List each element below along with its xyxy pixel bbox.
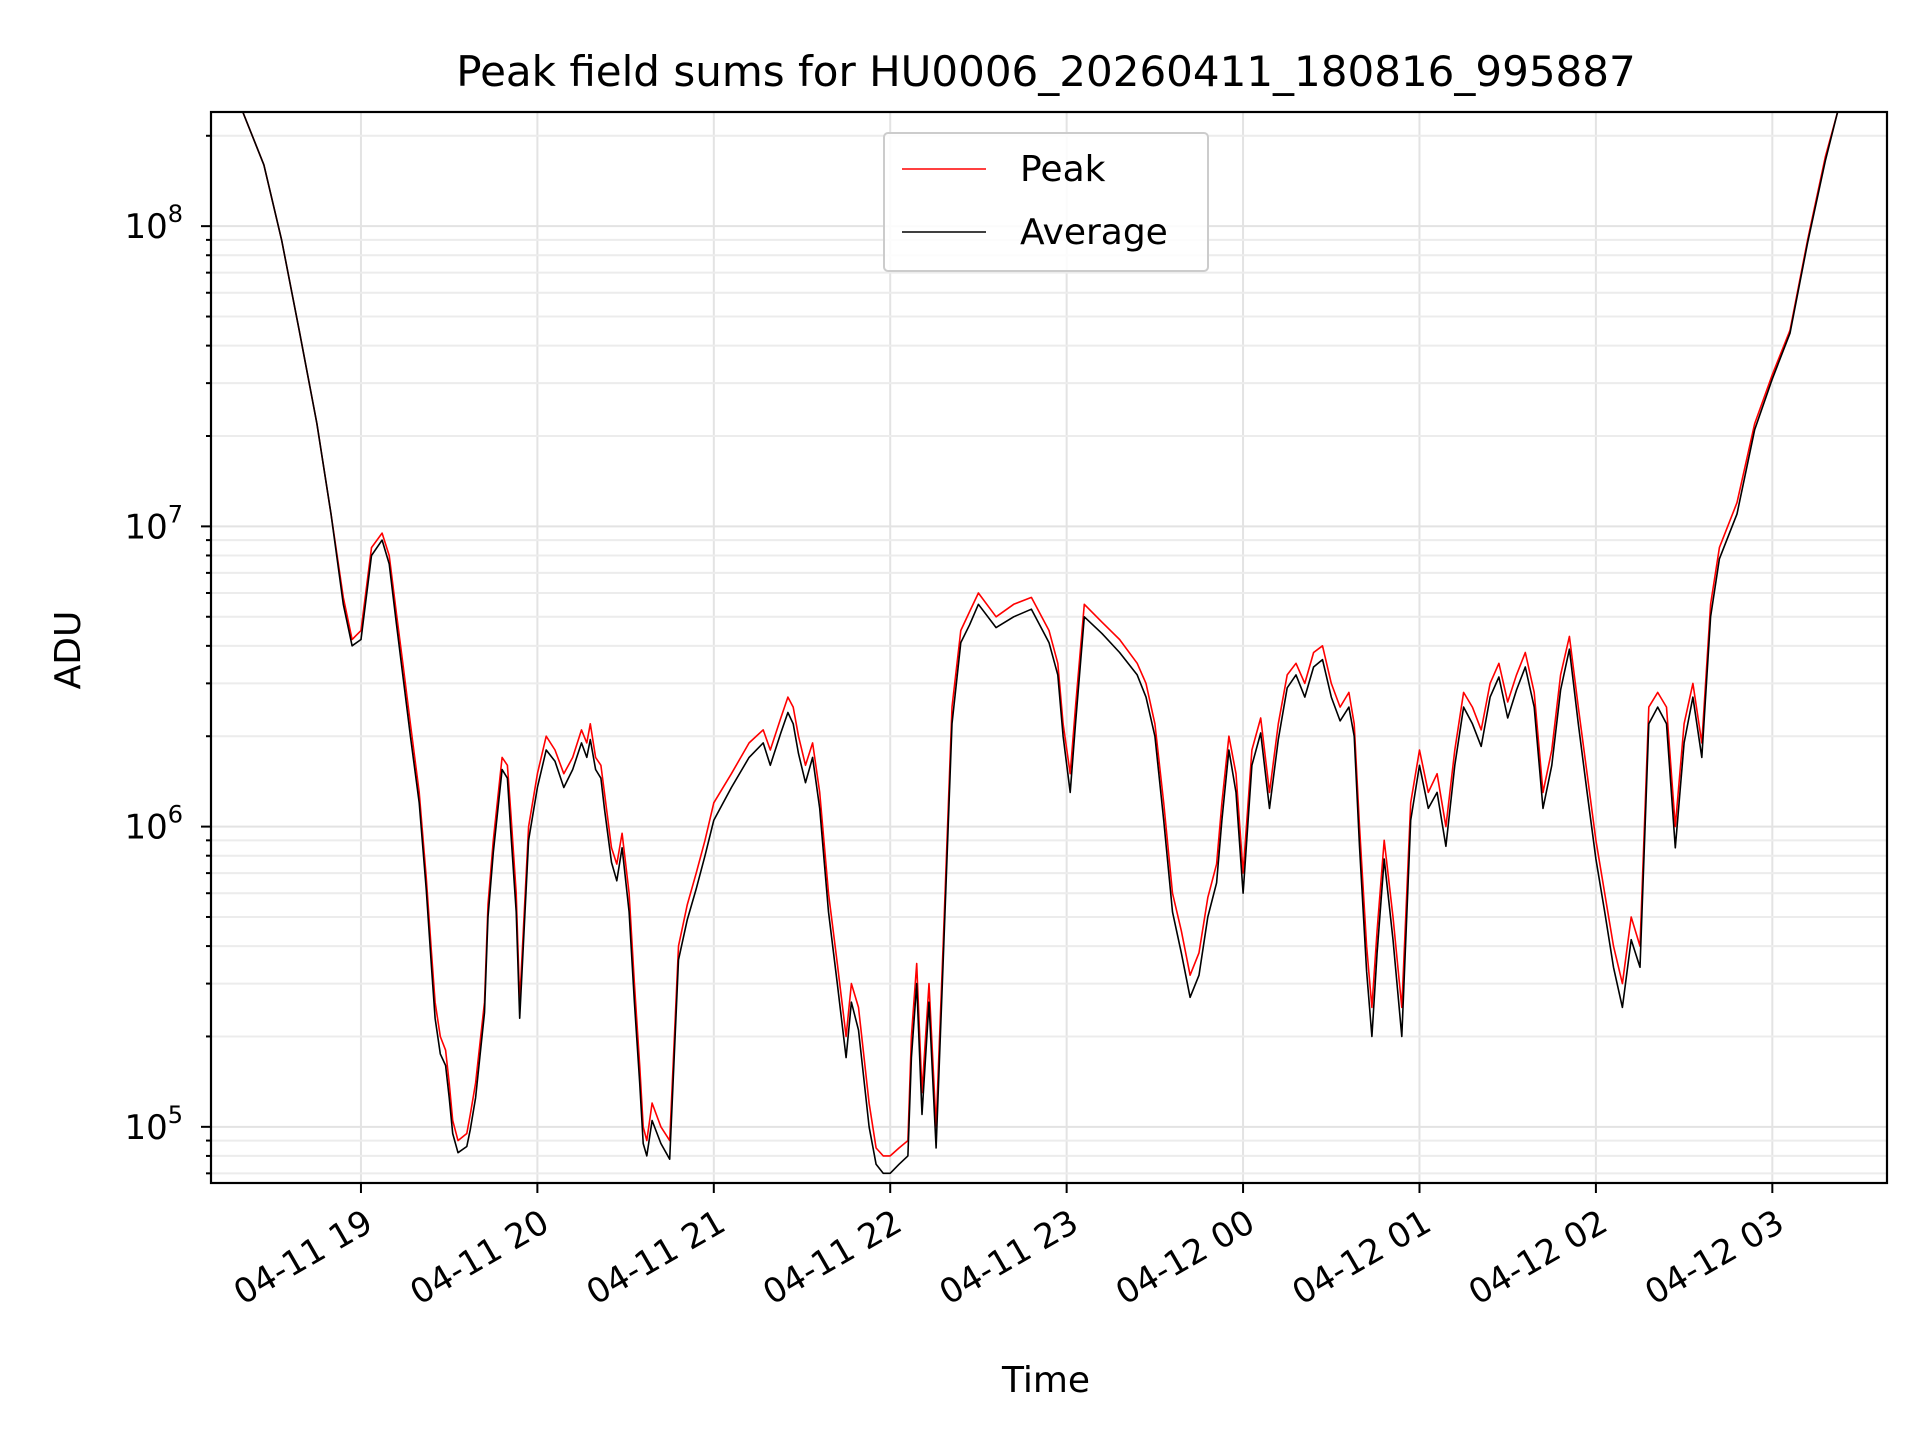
- series-line-peak: [242, 112, 1839, 1157]
- y-tick-label: 107: [124, 500, 183, 547]
- x-axis-title: Time: [1001, 1360, 1090, 1401]
- plot-area-frame: [209, 110, 1889, 1185]
- y-tick-label: 105: [124, 1101, 183, 1148]
- y-axis-title: ADU: [48, 611, 89, 690]
- grid-lines: [211, 112, 1887, 1183]
- series-line-average: [242, 112, 1839, 1175]
- legend: Peak Average: [883, 132, 1209, 272]
- legend-label-peak: Peak: [1020, 149, 1106, 190]
- y-tick-label: 106: [124, 801, 183, 848]
- legend-label-average: Average: [1020, 212, 1168, 253]
- series-lines: [242, 112, 1839, 1175]
- legend-box: [883, 132, 1209, 272]
- chart-title: Peak field sums for HU0006_20260411_1808…: [456, 47, 1635, 96]
- y-tick-label: 108: [124, 200, 183, 247]
